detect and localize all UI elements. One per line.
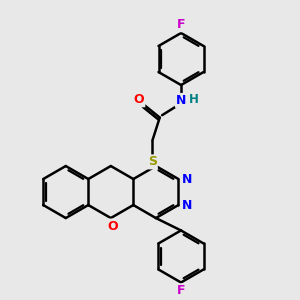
- Text: O: O: [107, 220, 118, 232]
- Text: N: N: [182, 172, 192, 185]
- Text: F: F: [177, 284, 185, 297]
- Text: F: F: [177, 18, 185, 31]
- Text: O: O: [134, 93, 144, 106]
- Text: N: N: [176, 94, 186, 107]
- Text: N: N: [182, 199, 192, 212]
- Text: S: S: [148, 155, 157, 168]
- Text: H: H: [188, 93, 198, 106]
